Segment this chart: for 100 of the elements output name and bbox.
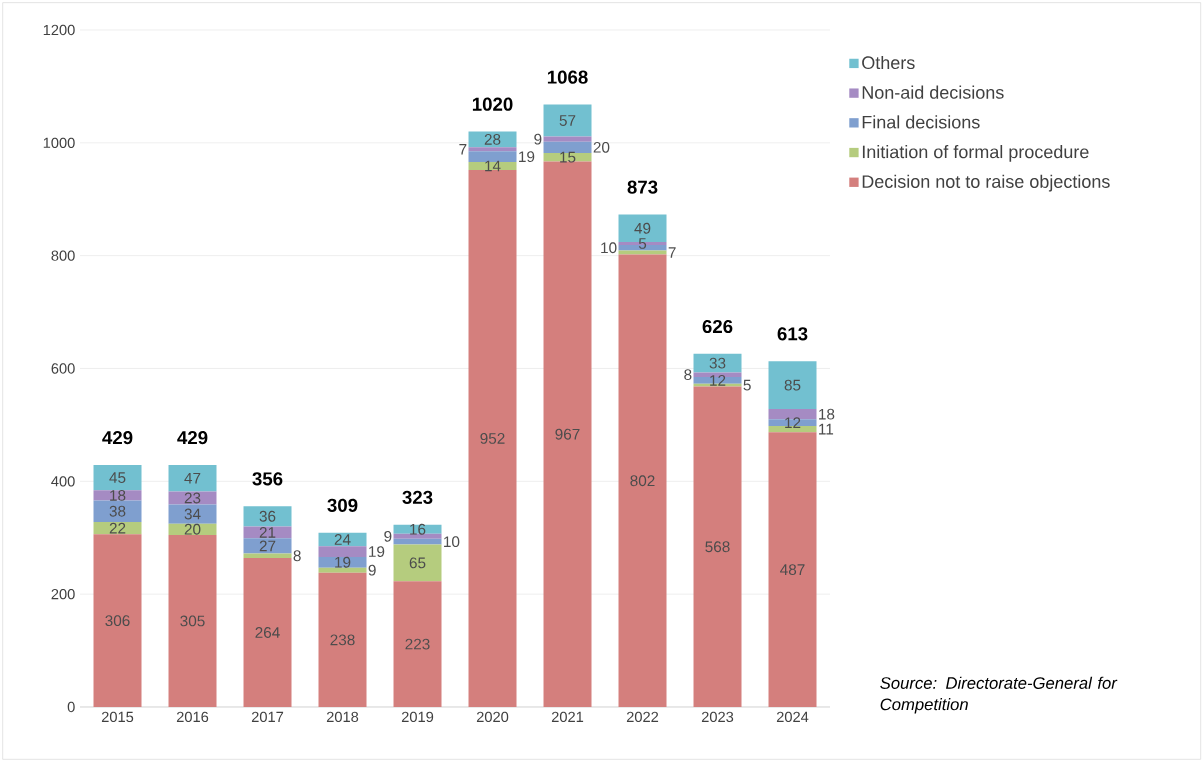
data-label: 9 xyxy=(384,530,392,542)
data-label: 12 xyxy=(785,417,801,428)
data-label: 57 xyxy=(559,115,576,126)
data-label: 85 xyxy=(784,379,801,391)
data-label: 11 xyxy=(819,423,834,435)
total-label: 356 xyxy=(252,472,283,486)
legend-label: Others xyxy=(862,55,915,70)
data-label: 65 xyxy=(409,557,426,569)
bar xyxy=(693,353,742,373)
bar xyxy=(393,544,442,582)
data-label: 12 xyxy=(710,374,726,386)
data-label: 10 xyxy=(601,242,617,254)
y-tick-label: 800 xyxy=(51,250,75,261)
data-label: 238 xyxy=(330,634,355,646)
total-label: 429 xyxy=(177,431,208,445)
bar xyxy=(93,500,142,522)
data-label: 7 xyxy=(459,144,467,155)
y-tick-label: 600 xyxy=(51,363,75,374)
data-label: 9 xyxy=(534,133,542,145)
total-label: 1068 xyxy=(547,70,588,84)
bar xyxy=(468,147,517,152)
data-label: 8 xyxy=(684,369,692,381)
data-label: 952 xyxy=(480,433,505,444)
x-tick-label: 2016 xyxy=(176,711,209,723)
data-label: 38 xyxy=(109,505,126,517)
data-label: 19 xyxy=(369,546,385,557)
total-label: 429 xyxy=(102,431,133,445)
bar xyxy=(543,161,592,707)
data-label: 10 xyxy=(444,536,460,548)
bar xyxy=(393,538,442,545)
bar xyxy=(618,254,667,707)
bar xyxy=(543,141,592,153)
data-label: 223 xyxy=(405,638,430,650)
total-label: 626 xyxy=(702,319,733,334)
bar xyxy=(543,104,592,137)
y-tick-label: 200 xyxy=(51,588,75,600)
total-label: 613 xyxy=(777,327,808,341)
bar xyxy=(243,538,292,554)
legend-label: Final decisions xyxy=(862,115,980,129)
legend-label: Initiation of formal procedure xyxy=(862,145,1089,162)
bar xyxy=(318,572,367,707)
bar xyxy=(318,567,367,573)
data-label: 18 xyxy=(110,489,126,501)
bar xyxy=(168,504,217,524)
bar xyxy=(768,361,817,410)
text: Source: Directorate-General for Competition xyxy=(880,676,1118,714)
bar xyxy=(93,534,142,707)
bar xyxy=(93,464,142,491)
y-tick-label: 400 xyxy=(51,476,75,487)
total-label: 323 xyxy=(402,490,433,505)
total-label: 309 xyxy=(327,498,358,512)
data-label: 45 xyxy=(109,472,126,483)
bar xyxy=(243,506,292,527)
data-label: 7 xyxy=(668,247,676,258)
bar xyxy=(468,162,517,170)
x-tick-label: 2024 xyxy=(776,711,809,723)
bar xyxy=(693,372,742,377)
x-tick-label: 2017 xyxy=(251,711,284,723)
data-label: 20 xyxy=(184,523,201,535)
bar xyxy=(168,491,217,505)
data-label: 36 xyxy=(259,510,276,522)
data-label: 16 xyxy=(410,523,426,535)
data-label: 306 xyxy=(105,615,130,627)
data-label: 24 xyxy=(334,534,351,545)
bar xyxy=(768,426,817,433)
data-label: 19 xyxy=(519,151,535,163)
total-label: 873 xyxy=(627,180,658,194)
x-tick-label: 2015 xyxy=(101,711,134,723)
data-label: 15 xyxy=(560,151,576,163)
bar xyxy=(243,558,292,707)
bar xyxy=(468,151,517,162)
data-label: 14 xyxy=(485,160,501,172)
bar xyxy=(768,432,817,707)
x-tick-label: 2023 xyxy=(701,711,734,723)
data-label: 23 xyxy=(184,492,201,504)
total-label: 1020 xyxy=(472,97,513,111)
data-label: 22 xyxy=(109,522,126,534)
bar xyxy=(318,556,367,568)
x-tick-label: 2020 xyxy=(476,711,509,723)
y-tick-label: 0 xyxy=(67,701,75,713)
data-label: 47 xyxy=(184,472,201,484)
data-label: 568 xyxy=(705,541,730,553)
data-label: 49 xyxy=(634,222,651,234)
data-label: 21 xyxy=(259,527,276,538)
legend-label: Non-aid decisions xyxy=(862,85,1004,99)
data-label: 27 xyxy=(259,540,276,552)
data-label: 33 xyxy=(709,357,726,369)
bar xyxy=(693,376,742,384)
y-tick-label: 1200 xyxy=(43,24,75,36)
bar xyxy=(393,533,442,539)
data-label: 20 xyxy=(593,141,610,153)
data-label: 18 xyxy=(819,408,835,420)
data-label: 5 xyxy=(743,379,751,391)
x-tick-label: 2022 xyxy=(626,711,659,723)
bar xyxy=(693,386,742,707)
bar xyxy=(543,136,592,142)
x-tick-label: 2018 xyxy=(326,711,359,723)
bar xyxy=(393,581,442,707)
y-tick-label: 1000 xyxy=(43,137,75,149)
bar xyxy=(618,250,667,255)
